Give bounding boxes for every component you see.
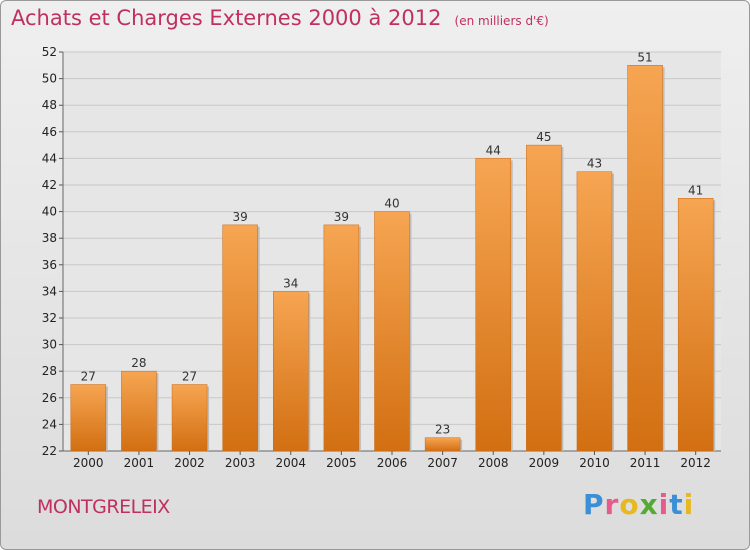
value-label: 28 bbox=[131, 356, 146, 370]
value-label: 51 bbox=[637, 50, 652, 64]
value-label: 23 bbox=[435, 423, 450, 437]
y-tick-label: 36 bbox=[42, 258, 57, 272]
bar-2009 bbox=[526, 144, 562, 452]
x-tick-label: 2008 bbox=[478, 456, 509, 470]
x-tick-label: 2004 bbox=[275, 456, 306, 470]
x-tick-label: 2012 bbox=[680, 456, 711, 470]
x-tick-label: 2010 bbox=[579, 456, 610, 470]
x-tick-label: 2009 bbox=[529, 456, 560, 470]
value-label: 43 bbox=[587, 157, 602, 171]
title-row: Achats et Charges Externes 2000 à 2012 (… bbox=[11, 6, 549, 30]
commune-name: MONTGRELEIX bbox=[37, 496, 170, 518]
y-tick-label: 22 bbox=[42, 444, 57, 458]
x-tick-label: 2005 bbox=[326, 456, 357, 470]
y-tick-label: 28 bbox=[42, 364, 57, 378]
proxiti-logo: Proxiti bbox=[583, 488, 695, 521]
y-tick-label: 32 bbox=[42, 311, 57, 325]
bar-2010 bbox=[576, 171, 613, 452]
value-label: 44 bbox=[486, 143, 501, 157]
bar-2001 bbox=[121, 370, 157, 452]
y-tick-label: 38 bbox=[42, 231, 57, 245]
bar-2005 bbox=[323, 224, 360, 452]
chart-subtitle: (en milliers d'€) bbox=[454, 14, 549, 28]
x-tick-label: 2007 bbox=[427, 456, 458, 470]
chart-title: Achats et Charges Externes 2000 à 2012 bbox=[11, 6, 442, 30]
x-tick-label: 2006 bbox=[377, 456, 408, 470]
value-label: 40 bbox=[384, 197, 399, 211]
y-tick-label: 26 bbox=[42, 391, 57, 405]
bar-2002 bbox=[171, 384, 208, 452]
y-tick-label: 34 bbox=[42, 284, 57, 298]
value-label: 34 bbox=[283, 276, 298, 290]
bar-2012 bbox=[677, 198, 714, 452]
bar-2003 bbox=[222, 224, 258, 452]
y-tick-label: 24 bbox=[42, 417, 57, 431]
bar-2000 bbox=[70, 384, 107, 452]
y-tick-label: 44 bbox=[42, 151, 57, 165]
bar-2008 bbox=[475, 158, 511, 452]
x-tick-label: 2003 bbox=[225, 456, 256, 470]
x-tick-label: 2002 bbox=[174, 456, 205, 470]
bar-2011 bbox=[627, 65, 663, 452]
bar-2007 bbox=[424, 437, 461, 452]
labels: 22 24 26 28 30 32 34 36 38 40 42 44 46 48 50 52 2000 27 20… bbox=[42, 45, 711, 470]
bar-2004 bbox=[273, 291, 309, 452]
value-label: 27 bbox=[81, 370, 96, 384]
y-tick-label: 42 bbox=[42, 178, 57, 192]
bars bbox=[70, 65, 716, 452]
value-label: 39 bbox=[233, 210, 248, 224]
y-tick-label: 30 bbox=[42, 338, 57, 352]
y-tick-label: 50 bbox=[42, 72, 57, 86]
value-label: 27 bbox=[182, 370, 197, 384]
x-tick-label: 2011 bbox=[630, 456, 661, 470]
value-label: 41 bbox=[688, 183, 703, 197]
y-tick-label: 46 bbox=[42, 125, 57, 139]
x-tick-label: 2000 bbox=[73, 456, 104, 470]
value-label: 39 bbox=[334, 210, 349, 224]
value-label: 45 bbox=[536, 130, 551, 144]
x-tick-label: 2001 bbox=[124, 456, 155, 470]
y-tick-label: 40 bbox=[42, 205, 57, 219]
y-tick-label: 48 bbox=[42, 98, 57, 112]
y-tick-label: 52 bbox=[42, 45, 57, 59]
bar-2006 bbox=[374, 211, 410, 452]
